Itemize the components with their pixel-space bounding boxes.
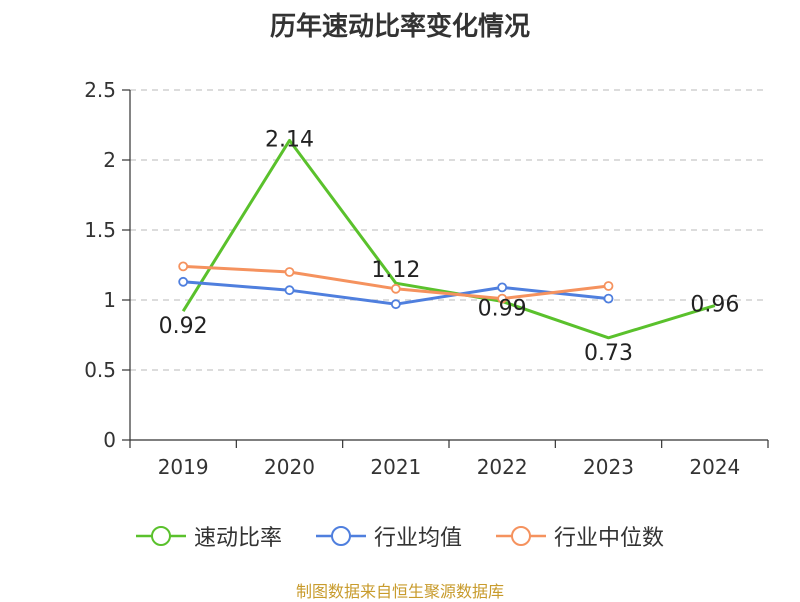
legend: 速动比率 行业均值 行业中位数 [0,520,800,552]
series-point-2 [178,261,189,272]
source-note: 制图数据来自恒生聚源数据库 [295,582,504,601]
legend-line-circle-icon [496,526,546,546]
y-tick-label: 2.5 [84,78,116,102]
data-label: 0.99 [478,296,527,321]
x-tick-label: 2023 [583,455,634,479]
y-tick-label: 2 [103,148,116,172]
legend-item[interactable]: 行业均值 [315,520,462,552]
series-point-1 [284,285,295,296]
series-point-2 [284,267,295,277]
data-label: 0.92 [159,314,208,339]
legend-line-circle-icon [135,526,186,546]
y-tick-label: 1.5 [84,218,116,242]
y-tick-label: 0 [103,428,116,452]
data-label: 0.73 [584,341,633,366]
series-point-1 [390,299,401,310]
series-point-2 [390,283,401,294]
data-label: 1.12 [371,258,420,283]
x-tick-label: 2022 [477,455,528,479]
x-tick-label: 2024 [689,455,740,479]
legend-line-circle-icon [315,526,366,546]
legend-label: 行业均值 [373,526,462,551]
chart-title: 历年速动比率变化情况 [269,12,530,42]
x-tick-label: 2019 [158,455,209,479]
series-point-1 [178,276,189,287]
y-tick-label: 1 [103,288,116,312]
x-tick-label: 2021 [370,455,421,479]
series-point-2 [497,293,508,304]
series-line-0 [181,138,716,340]
series-point-1 [497,282,508,293]
data-label: 2.14 [265,127,314,152]
data-label: 0.96 [690,293,739,318]
y-tick-label: 0.5 [84,358,116,382]
series-point-1 [603,293,614,304]
legend-label: 速动比率 [193,526,282,551]
legend-item[interactable]: 速动比率 [135,520,282,552]
series-point-2 [603,281,614,291]
legend-item[interactable]: 行业中位数 [496,520,664,552]
x-tick-label: 2020 [264,455,315,479]
legend-label: 行业中位数 [554,526,665,551]
